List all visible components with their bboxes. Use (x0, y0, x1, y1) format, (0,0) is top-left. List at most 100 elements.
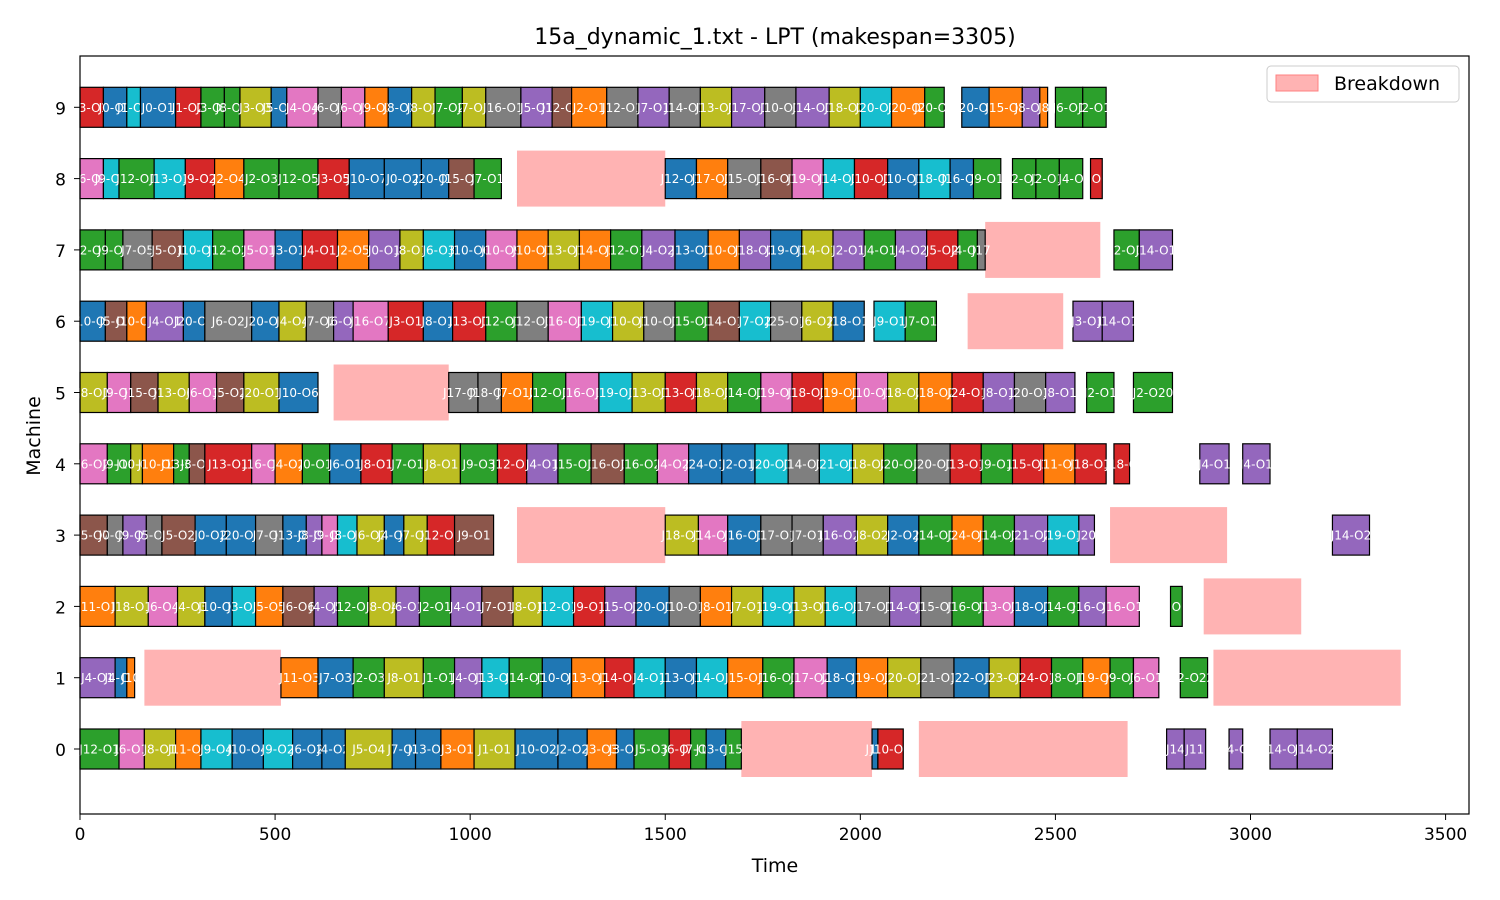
operation-label: O (1092, 172, 1101, 186)
x-tick-label: 500 (259, 825, 291, 845)
operation-bar (422, 300, 454, 342)
operation-bar (434, 86, 463, 128)
operation-label: J0-O2 (193, 529, 227, 543)
operation-bar (282, 585, 315, 628)
operation-label: J14-O1 (598, 671, 640, 685)
operation-label: J24-O1 (946, 529, 988, 543)
operation-label: J20-O1 (887, 101, 929, 115)
operation-bar (118, 158, 155, 200)
operation-label: J4-O2 (377, 529, 411, 543)
operation-bar (526, 443, 559, 485)
operation-label: J4-O1 (1197, 457, 1231, 471)
operation-label: J7-O1 (636, 101, 670, 115)
operation-label: J18-O1 (1069, 457, 1111, 471)
y-tick-label: 6 (55, 313, 66, 333)
operation-label: J10-O1 (71, 315, 113, 329)
operation-label: J11 (1185, 743, 1205, 757)
operation-label: J10-O6 (277, 386, 319, 400)
operation-label: J25-O1 (765, 315, 807, 329)
operation-label: J16-O1 (1071, 600, 1113, 614)
operation-bar (572, 585, 606, 628)
operation-bar (157, 371, 190, 414)
operation-label: J17-O1 (691, 172, 733, 186)
operation-label: J3-O1 (388, 315, 422, 329)
operation-bar (1078, 514, 1096, 556)
operation-label: J14-O1 (796, 243, 838, 257)
operation-bar (863, 229, 897, 271)
operation-bar (204, 585, 233, 628)
operation-bar (514, 728, 559, 770)
operation-label: J8-O1 (359, 457, 393, 471)
operation-bar (855, 514, 889, 556)
operation-label: J10-O6 (449, 243, 491, 257)
operation-label: J17-O3 (442, 386, 484, 400)
operation-label: J7-O3 (386, 743, 420, 757)
operation-bar (387, 300, 424, 342)
operation-label: J19-O1 (851, 671, 893, 685)
operation-bar (126, 657, 136, 699)
operation-bar (1039, 86, 1049, 128)
operation-bar (565, 371, 600, 414)
operation-label: J24-O1 (1015, 671, 1057, 685)
operation-label: J20-O1 (855, 101, 897, 115)
operation-label: J12-O1 (332, 600, 374, 614)
operation-bar (301, 443, 331, 485)
operation-label: J0-O1 (141, 101, 175, 115)
operation-label: J20-O1 (1009, 386, 1051, 400)
operation-label: J9-O1 (872, 315, 906, 329)
operation-bar (828, 86, 861, 128)
operation-bar (348, 158, 385, 200)
operation-label: J14-O1 (723, 386, 765, 400)
operation-bar (1078, 585, 1107, 628)
operation-label: J18-O2 (847, 457, 889, 471)
operation-bar (182, 229, 214, 271)
operation-label: J14-O1 (1042, 600, 1084, 614)
operation-label: J19-O1 (576, 315, 618, 329)
y-tick-label: 2 (55, 598, 66, 618)
operation-bar (951, 371, 984, 414)
operation-bar (727, 158, 762, 200)
operation-label: J6-O1 (326, 315, 360, 329)
operation-label: J13-O1 (207, 457, 249, 471)
operation-label: J7-O1 (252, 529, 286, 543)
y-tick-label: 7 (55, 242, 66, 262)
operation-bar (174, 728, 202, 770)
operation-label: J9-O1 (970, 172, 1004, 186)
operation-label: J19-O1 (757, 600, 799, 614)
operation-bar (426, 514, 456, 556)
operation-label: J7-O1 (480, 600, 514, 614)
operation-bar (633, 657, 666, 699)
operation-label: J19-O1 (1042, 529, 1084, 543)
operation-bar (459, 443, 499, 485)
operation-label: J7-O1 (903, 315, 937, 329)
operation-label: J4-O1 (525, 457, 559, 471)
operation-label: J6-O2 (76, 457, 110, 471)
operation-bar (859, 86, 893, 128)
operation-bar (580, 300, 614, 342)
operation-label: J4-O2 (316, 743, 350, 757)
operation-label: J12-O5 (277, 172, 319, 186)
operation-label: J10-O4 (226, 743, 268, 757)
operation-label: J2-O2 (886, 529, 920, 543)
operation-bar (697, 514, 729, 556)
operation-bar (822, 514, 858, 556)
operation-label: J4-O2 (656, 457, 690, 471)
operation-label: J18-O2 (882, 386, 924, 400)
operation-label: J19-O1 (1075, 671, 1117, 685)
operation-label: J5-O7 (76, 529, 110, 543)
operation-label: J18-O (1104, 457, 1138, 471)
operation-label: J2-O1 (572, 101, 606, 115)
operation-bar (695, 657, 729, 699)
operation-label: J11-O1 (1038, 457, 1080, 471)
operation-bar (1183, 728, 1207, 770)
operation-bar (727, 514, 762, 556)
operation-label: J3-O1 (440, 743, 474, 757)
operation-bar (1013, 371, 1047, 414)
operation-label: J18-O1 (110, 600, 152, 614)
operation-label: J8-O1 (382, 101, 416, 115)
operation-label: J6-O1 (312, 101, 346, 115)
operation-bar (368, 229, 401, 271)
operation-label: J20-O1 (954, 101, 996, 115)
y-axis-label: Machine (23, 396, 45, 476)
operation-label: J11-O1 (167, 743, 209, 757)
